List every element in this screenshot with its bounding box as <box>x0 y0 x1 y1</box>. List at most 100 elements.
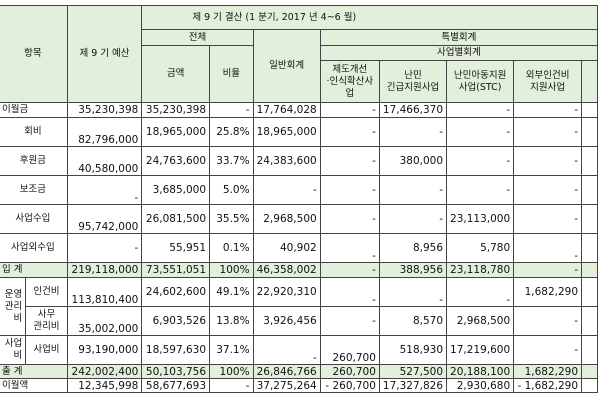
cut-cell <box>581 146 598 176</box>
cell-amount: 18,597,630 <box>141 335 211 365</box>
cell-ratio: - <box>209 378 254 393</box>
cell-general: 17,764,028 <box>252 102 321 118</box>
row-label: 입 계 <box>0 262 68 278</box>
cell-proj2: 17,327,826 <box>378 378 448 393</box>
cell-ratio: 33.7% <box>209 146 254 176</box>
row-label: 출 계 <box>0 364 68 379</box>
cell-proj4: 1,682,290 <box>513 277 583 307</box>
cell-proj1: 260,700 <box>319 335 380 365</box>
row-label: 보조금 <box>0 175 68 205</box>
header-general: 일반회계 <box>252 29 321 103</box>
cell-budget: 35,230,398 <box>66 102 143 118</box>
header-settlement: 제 9 기 결산 (1 분기, 2017 년 4~6 월) <box>141 5 598 30</box>
table-row: 입 계 219,118,000 73,551,051 100% 46,358,002-3… <box>0 262 598 278</box>
cell-proj1: - <box>319 102 380 118</box>
cell-ratio: - <box>209 102 254 118</box>
row-group-label: 사업비 <box>0 335 27 365</box>
table-row: 보조금 -3,685,000 5.0% - - - - - <box>0 175 598 205</box>
cell-budget: 219,118,000 <box>66 262 143 278</box>
row-label: 후원금 <box>0 146 68 176</box>
table-row: 후원금 40,580,000 24,763,600 33.7% 24,383,600-3… <box>0 146 598 176</box>
cell-proj3: - <box>446 277 515 307</box>
table-row: 사업수입 95,742,000 26,081,500 35.5% 2,968,500- -… <box>0 204 598 234</box>
table-row: 사업외수입 -55,951 0.1% 40,902-8,956 5,780- <box>0 233 598 263</box>
header-project-0: 제도개선 ·인식확산사 업 <box>319 60 380 103</box>
table-row: 회비 82,796,000 18,965,000 25.8% 18,965,000- - -… <box>0 117 598 147</box>
header-special: 특별회계 <box>319 29 599 46</box>
row-label: 이월액 <box>0 378 68 393</box>
cell-general: - <box>252 335 321 365</box>
header-project-cut <box>581 60 598 103</box>
cell-proj4: - <box>513 262 583 278</box>
cell-proj3: - <box>446 175 515 205</box>
cell-ratio: 100% <box>209 262 254 278</box>
cell-amount: 58,677,693 <box>141 378 211 393</box>
cell-ratio: 100% <box>209 364 254 379</box>
cell-budget: 113,810,400 <box>66 277 143 307</box>
header-ratio: 비율 <box>209 45 254 103</box>
cell-proj1: - 260,700 <box>319 378 380 393</box>
cell-proj2: 518,930 <box>378 335 448 365</box>
cut-cell <box>581 117 598 147</box>
cell-proj2: 17,466,370 <box>378 102 448 118</box>
cell-proj1: - <box>319 117 380 147</box>
cell-proj1: - <box>319 175 380 205</box>
cell-proj3: 5,780 <box>446 233 515 263</box>
cell-amount: 6,903,526 <box>141 306 211 336</box>
cell-proj4: - <box>513 306 583 336</box>
cell-proj3: 2,968,500 <box>446 306 515 336</box>
cut-cell <box>581 378 598 393</box>
cell-proj3: 20,188,100 <box>446 364 515 379</box>
cell-amount: 73,551,051 <box>141 262 211 278</box>
cell-proj4: - <box>513 146 583 176</box>
cell-ratio: 35.5% <box>209 204 254 234</box>
cell-proj2: - <box>378 117 448 147</box>
row-label: 사무 관리비 <box>25 306 68 336</box>
cell-proj2: 8,956 <box>378 233 448 263</box>
cell-proj4: - 1,682,290 <box>513 378 583 393</box>
cell-proj4: - <box>513 175 583 205</box>
cell-general: 22,920,310 <box>252 277 321 307</box>
settlement-table: 항목 제 9 기 예산 제 9 기 결산 (1 분기, 2017 년 4~6 월… <box>0 5 599 393</box>
cell-proj2: - <box>378 204 448 234</box>
table-row: 이월액 12,345,998 58,677,693-37,275,264- 260,… <box>0 378 598 393</box>
cell-proj3: - <box>446 102 515 118</box>
cell-proj2: 388,956 <box>378 262 448 278</box>
cell-proj1: - <box>319 262 380 278</box>
cut-cell <box>581 335 598 365</box>
cell-budget: 242,002,400 <box>66 364 143 379</box>
cell-amount: 24,602,600 <box>141 277 211 307</box>
cell-budget: - <box>66 233 143 263</box>
cell-general: 3,926,456 <box>252 306 321 336</box>
cell-proj1: - <box>319 204 380 234</box>
cut-cell <box>581 102 598 118</box>
row-label: 인건비 <box>25 277 68 307</box>
row-label: 회비 <box>0 117 68 147</box>
cut-cell <box>581 204 598 234</box>
cell-proj1: - <box>319 146 380 176</box>
cell-amount: 50,103,756 <box>141 364 211 379</box>
cell-amount: 26,081,500 <box>141 204 211 234</box>
cell-proj4: - <box>513 204 583 234</box>
row-label: 사업수입 <box>0 204 68 234</box>
cell-budget: 35,002,000 <box>66 306 143 336</box>
cell-general: 40,902 <box>252 233 321 263</box>
cell-ratio: 37.1% <box>209 335 254 365</box>
table-row: 운영 관리비 인건비 113,810,400 24,602,600 49.1% 22,92… <box>0 277 598 336</box>
cut-cell <box>581 364 598 379</box>
cell-ratio: 0.1% <box>209 233 254 263</box>
cut-cell <box>581 262 598 278</box>
cell-general: 24,383,600 <box>252 146 321 176</box>
table-row: 이월금 35,230,398 35,230,398-17,764,028-17,46… <box>0 102 598 118</box>
cell-amount: 18,965,000 <box>141 117 211 147</box>
cell-proj4: - <box>513 335 583 365</box>
cell-proj4: - <box>513 233 583 263</box>
row-group-label: 운영 관리비 <box>0 277 27 336</box>
cell-ratio: 5.0% <box>209 175 254 205</box>
cell-proj4: 1,682,290 <box>513 364 583 379</box>
cell-proj2: 527,500 <box>378 364 448 379</box>
cell-budget: 82,796,000 <box>66 117 143 147</box>
cell-amount: 24,763,600 <box>141 146 211 176</box>
cell-proj1: - <box>319 306 380 336</box>
cell-general: 18,965,000 <box>252 117 321 147</box>
